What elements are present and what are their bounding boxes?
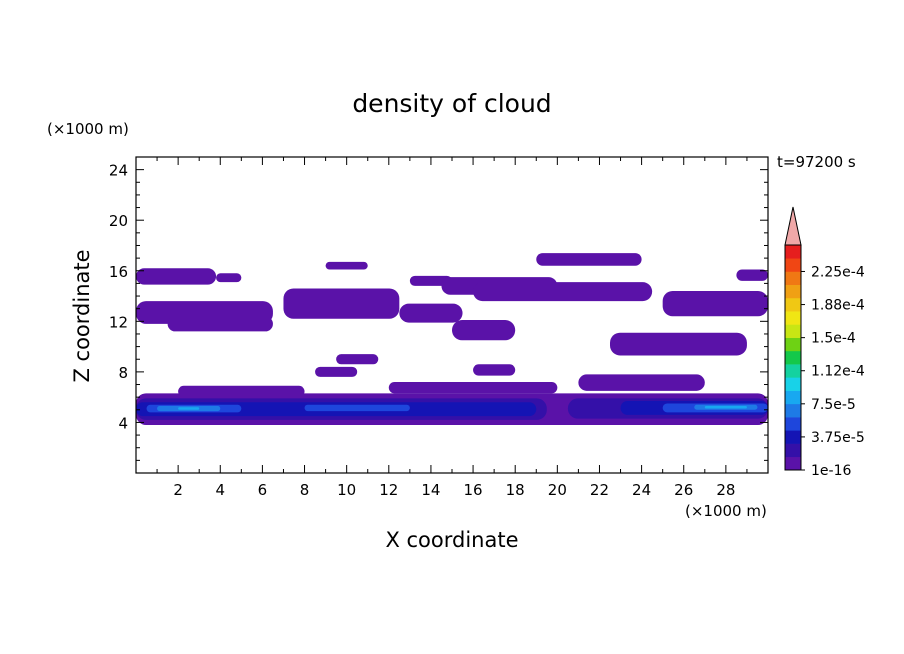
colorbar: 1e-16 3.75e-5 7.5e-5 1.12e-4 1.5e-4 1.88e-4 2.… — [784, 206, 865, 479]
y-unit-label: (×1000 m) — [47, 120, 129, 138]
x-tick-label: 28 — [716, 481, 735, 499]
cloud-region-16 — [315, 366, 358, 377]
colorbar-over-arrow — [784, 206, 802, 246]
colorbar-swatch — [785, 297, 801, 312]
y-tick-label: 4 — [118, 414, 128, 432]
x-tick-label: 6 — [258, 481, 268, 499]
cloud-region-27 — [304, 404, 410, 412]
plot-frame — [135, 156, 769, 474]
colorbar-swatch — [785, 377, 801, 391]
x-tick-label: 12 — [379, 481, 398, 499]
colorbar-label: 1.88e-4 — [811, 298, 865, 314]
x-tick-label: 18 — [506, 481, 525, 499]
colorbar-label: 2.25e-4 — [811, 264, 865, 280]
colorbar-swatch — [785, 324, 801, 338]
y-tick-label: 12 — [109, 313, 128, 331]
cloud-region-8 — [409, 275, 452, 286]
x-tick-label: 2 — [173, 481, 183, 499]
cloud-region-20 — [578, 374, 705, 391]
cloud-region-32 — [178, 407, 200, 410]
x-tick-label: 10 — [337, 481, 356, 499]
cloud-region-31 — [704, 406, 747, 409]
colorbar-label: 1.5e-4 — [811, 331, 856, 347]
x-tick-label: 4 — [215, 481, 225, 499]
x-tick-label: 14 — [421, 481, 440, 499]
cloud-region-1 — [216, 273, 242, 283]
colorbar-swatch — [785, 337, 801, 352]
colorbar-swatch — [785, 403, 801, 418]
y-tick-label: 8 — [118, 364, 128, 382]
cloud-region-4 — [283, 288, 400, 319]
colorbar-label: 1e-16 — [811, 463, 851, 479]
time-label: t=97200 s — [777, 153, 856, 171]
cloud-region-17 — [473, 364, 516, 376]
cloud-region-5 — [325, 261, 368, 270]
x-tick-label: 20 — [548, 481, 567, 499]
x-tick-label: 16 — [464, 481, 483, 499]
cloud-region-19 — [388, 381, 558, 394]
colorbar-swatch — [785, 390, 801, 405]
colorbar-label: 1.12e-4 — [811, 364, 865, 380]
heatmap-regions — [136, 253, 768, 425]
chart-title: density of cloud — [352, 89, 551, 118]
cloud-region-0 — [136, 268, 217, 285]
colorbar-label: 7.5e-5 — [811, 397, 856, 413]
x-axis: 2 4 6 8 10 12 14 16 18 20 22 24 26 28 — [156, 157, 748, 499]
colorbar-swatch — [785, 443, 801, 458]
cloud-region-6 — [399, 303, 463, 323]
y-axis: 4 8 12 16 20 24 — [109, 162, 768, 461]
cloud-region-12 — [662, 290, 768, 317]
colorbar-swatch — [785, 258, 801, 272]
colorbar-swatch — [785, 417, 801, 431]
y-tick-label: 24 — [109, 162, 128, 180]
y-tick-label: 20 — [109, 212, 128, 230]
cloud-region-3 — [167, 316, 273, 332]
colorbar-swatch — [785, 311, 801, 325]
x-tick-label: 22 — [590, 481, 609, 499]
colorbar-label: 3.75e-5 — [811, 430, 865, 446]
cloud-region-15 — [336, 354, 379, 365]
cloud-region-10 — [473, 282, 653, 302]
y-axis-title: Z coordinate — [70, 249, 94, 382]
y-tick-label: 16 — [109, 263, 128, 281]
x-axis-title: X coordinate — [385, 528, 518, 552]
colorbar-swatch — [785, 430, 801, 444]
cloud-region-14 — [610, 332, 747, 356]
cloud-region-7 — [452, 320, 516, 341]
colorbar-swatch — [785, 284, 801, 299]
colorbar-swatch — [785, 350, 801, 365]
x-tick-label: 24 — [632, 481, 651, 499]
cloud-region-13 — [736, 269, 768, 281]
colorbar-swatch — [785, 245, 801, 259]
colorbar-swatch — [785, 364, 801, 378]
colorbar-swatch — [785, 456, 801, 471]
colorbar-swatch — [785, 271, 801, 286]
x-unit-label: (×1000 m) — [685, 502, 767, 520]
x-tick-label: 8 — [300, 481, 310, 499]
cloud-region-11 — [536, 253, 642, 266]
x-tick-label: 26 — [674, 481, 693, 499]
